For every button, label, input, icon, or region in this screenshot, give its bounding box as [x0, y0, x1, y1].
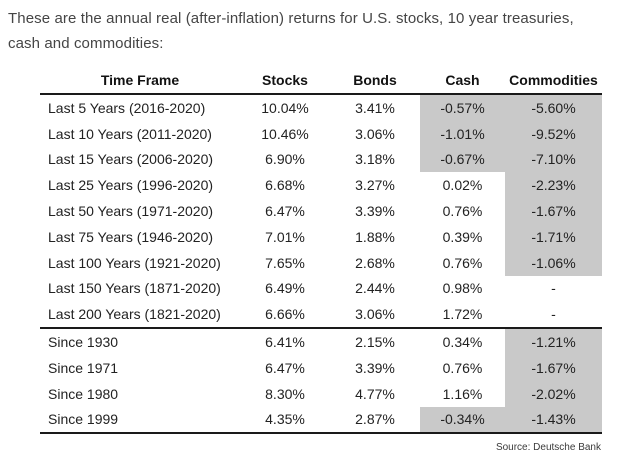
cell-bonds: 3.39%: [355, 359, 395, 376]
table-body: Last 5 Years (2016-2020) 10.04% 3.41% -0.57…: [40, 94, 602, 435]
cell-cash: 0.02%: [442, 177, 483, 194]
cell-bonds: 3.27%: [355, 177, 395, 194]
cell-cash: 0.76%: [442, 254, 483, 271]
cell-stocks: 6.66%: [240, 301, 330, 330]
cell-time-frame: Since 1930: [48, 334, 119, 351]
cell-time-frame: Last 15 Years (2006-2020): [48, 151, 214, 168]
cell-stocks: 6.68%: [265, 177, 305, 194]
source-credit: Source: Deutsche Bank: [495, 442, 601, 454]
table-row: Last 10 Years (2011-2020) 10.46% 3.06% -1.0…: [40, 120, 602, 147]
cell-cash: -0.57%: [420, 94, 505, 121]
returns-table: Time Frame Stocks Bonds Cash Commodities…: [40, 70, 602, 435]
cell-commodities: -2.23%: [505, 172, 602, 199]
cell-bonds: 1.88%: [355, 228, 395, 245]
col-header-bonds: Bonds: [330, 70, 420, 95]
cell-cash: 1.16%: [442, 385, 483, 402]
cell-bonds: 4.77%: [355, 385, 395, 402]
cell-bonds: 2.44%: [355, 280, 395, 297]
cell-stocks: 6.49%: [265, 280, 305, 297]
cell-bonds: 3.41%: [355, 99, 395, 116]
returns-table-container: Time Frame Stocks Bonds Cash Commodities…: [40, 70, 602, 453]
table-row: Last 150 Years (1871-2020) 6.49% 2.44% 0.98…: [40, 276, 602, 302]
cell-time-frame: Last 100 Years (1921-2020): [48, 254, 221, 271]
cell-cash: 0.76%: [442, 359, 483, 376]
cell-cash: 1.72%: [420, 301, 505, 330]
col-header-time-frame: Time Frame: [40, 70, 240, 95]
cell-commodities: -1.67%: [505, 354, 602, 381]
cell-commodities: -1.71%: [505, 223, 602, 250]
col-header-stocks: Stocks: [240, 70, 330, 95]
cell-bonds: 2.68%: [355, 254, 395, 271]
cell-stocks: 7.01%: [265, 228, 305, 245]
cell-stocks: 8.30%: [265, 385, 305, 402]
cell-time-frame: Last 5 Years (2016-2020): [48, 99, 206, 116]
cell-bonds: 2.87%: [330, 406, 420, 435]
cell-bonds: 3.39%: [355, 203, 395, 220]
cell-commodities: -7.10%: [505, 146, 602, 173]
table-row: Last 5 Years (2016-2020) 10.04% 3.41% -0.57…: [40, 94, 602, 121]
header-row: Time Frame Stocks Bonds Cash Commodities: [40, 70, 602, 95]
cell-stocks: 10.04%: [261, 99, 309, 116]
cell-commodities: -1.21%: [505, 328, 602, 355]
table-row: Last 100 Years (1921-2020) 7.65% 2.68% 0.76…: [40, 249, 602, 276]
cell-commodities: -1.67%: [505, 198, 602, 224]
cell-stocks: 6.47%: [265, 203, 305, 220]
table-row: Since 1971 6.47% 3.39% 0.76% -1.67%: [40, 354, 602, 381]
cell-stocks: 4.35%: [240, 406, 330, 435]
page-title: These are the annual real (after-inflati…: [8, 6, 574, 56]
cell-cash: 0.76%: [442, 203, 483, 220]
cell-bonds: 3.06%: [330, 301, 420, 330]
cell-time-frame: Last 50 Years (1971-2020): [48, 203, 214, 220]
cell-stocks: 6.47%: [265, 359, 305, 376]
cell-time-frame: Last 150 Years (1871-2020): [48, 280, 221, 297]
cell-cash: 0.39%: [442, 228, 483, 245]
cell-commodities: -9.52%: [505, 120, 602, 147]
cell-bonds: 2.15%: [355, 334, 395, 351]
cell-time-frame: Last 10 Years (2011-2020): [48, 125, 212, 142]
table-row: Last 50 Years (1971-2020) 6.47% 3.39% 0.76%…: [40, 198, 602, 224]
table-row: Last 15 Years (2006-2020) 6.90% 3.18% -0.67…: [40, 146, 602, 173]
cell-time-frame: Since 1999: [40, 406, 240, 435]
cell-commodities: -1.43%: [505, 406, 602, 435]
cell-stocks: 7.65%: [265, 254, 305, 271]
cell-cash: -0.34%: [420, 406, 505, 435]
cell-cash: 0.98%: [442, 280, 483, 297]
cell-bonds: 3.06%: [355, 125, 395, 142]
table-row: Since 1930 6.41% 2.15% 0.34% -1.21%: [40, 328, 602, 355]
cell-time-frame: Last 25 Years (1996-2020): [48, 177, 214, 194]
cell-cash: 0.34%: [442, 334, 483, 351]
col-header-cash: Cash: [420, 70, 505, 95]
cell-time-frame: Last 200 Years (1821-2020): [40, 301, 240, 330]
cell-cash: -1.01%: [420, 120, 505, 147]
cell-commodities: -2.02%: [505, 380, 602, 407]
table-row: Since 1999 4.35% 2.87% -0.34% -1.43%: [40, 406, 602, 435]
cell-commodities: -1.06%: [505, 249, 602, 276]
table-row: Last 200 Years (1821-2020) 6.66% 3.06% 1.72…: [40, 301, 602, 330]
cell-commodities: -: [551, 280, 556, 297]
cell-time-frame: Since 1971: [48, 359, 119, 376]
intro-line-1: These are the annual real (after-inflati…: [8, 10, 574, 27]
col-header-commodities: Commodities: [505, 70, 602, 95]
table-row: Last 25 Years (1996-2020) 6.68% 3.27% 0.02%…: [40, 172, 602, 199]
cell-stocks: 6.90%: [265, 151, 305, 168]
cell-time-frame: Since 1980: [48, 385, 119, 402]
table-row: Since 1980 8.30% 4.77% 1.16% -2.02%: [40, 380, 602, 407]
cell-stocks: 6.41%: [265, 334, 305, 351]
cell-commodities: -5.60%: [505, 94, 602, 121]
cell-stocks: 10.46%: [261, 125, 309, 142]
cell-commodities: -: [505, 301, 602, 330]
intro-line-2: cash and commodities:: [8, 35, 164, 52]
cell-bonds: 3.18%: [355, 151, 395, 168]
table-row: Last 75 Years (1946-2020) 7.01% 1.88% 0.39%…: [40, 223, 602, 250]
cell-cash: -0.67%: [420, 146, 505, 173]
cell-time-frame: Last 75 Years (1946-2020): [48, 228, 214, 245]
